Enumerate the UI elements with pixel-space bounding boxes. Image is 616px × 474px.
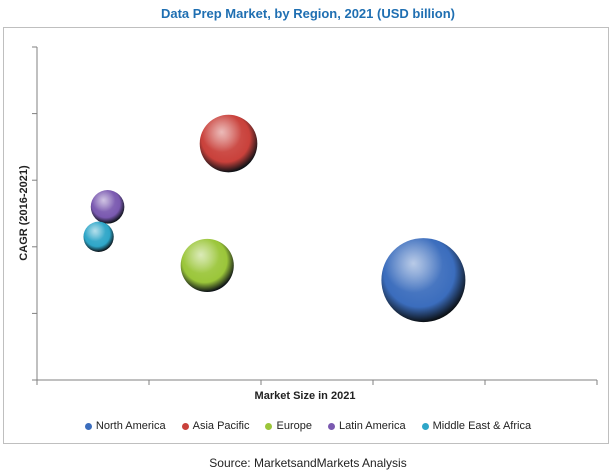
legend-item-north-america: North America [84, 420, 166, 432]
bubble-middle-east-africa [83, 221, 114, 252]
bubble-highlight-asia-pacific [199, 114, 258, 173]
legend-item-middle-east-africa: Middle East & Africa [421, 420, 532, 432]
bubble-latin-america [90, 190, 125, 224]
legend: North America Asia Pacific Europe Latin Ame… [0, 420, 616, 432]
legend-marker-latin-america [327, 422, 335, 430]
bubble-europe [180, 238, 234, 293]
legend-item-europe: Europe [265, 420, 312, 432]
legend-label: Europe [276, 420, 312, 432]
bubble-highlight-latin-america [90, 190, 125, 224]
legend-item-asia-pacific: Asia Pacific [181, 420, 250, 432]
chart-title: Data Prep Market, by Region, 2021 (USD b… [160, 6, 455, 21]
legend-item-latin-america: Latin America [327, 420, 406, 432]
bubble-highlight-europe [180, 238, 234, 293]
legend-marker-asia-pacific [181, 422, 189, 430]
legend-label: Asia Pacific [192, 420, 250, 432]
x-axis-label: Market Size in 2021 [254, 390, 356, 402]
legend-marker-middle-east-africa [421, 422, 429, 430]
bubble-north-america [381, 238, 466, 323]
legend-marker-north-america [84, 422, 92, 430]
legend-label: Middle East & Africa [432, 420, 532, 432]
bubbles [83, 114, 466, 323]
axes [32, 46, 598, 385]
bubble-asia-pacific [199, 114, 258, 173]
legend-label: Latin America [338, 420, 406, 432]
bubble-highlight-north-america [381, 238, 466, 323]
chart-frame [3, 27, 609, 444]
y-axis-label: CAGR (2016-2021) [18, 165, 30, 261]
legend-marker-europe [265, 422, 273, 430]
legend-label: North America [95, 420, 166, 432]
bubble-highlight-middle-east-africa [83, 221, 114, 252]
source-note: Source: MarketsandMarkets Analysis [209, 456, 407, 470]
